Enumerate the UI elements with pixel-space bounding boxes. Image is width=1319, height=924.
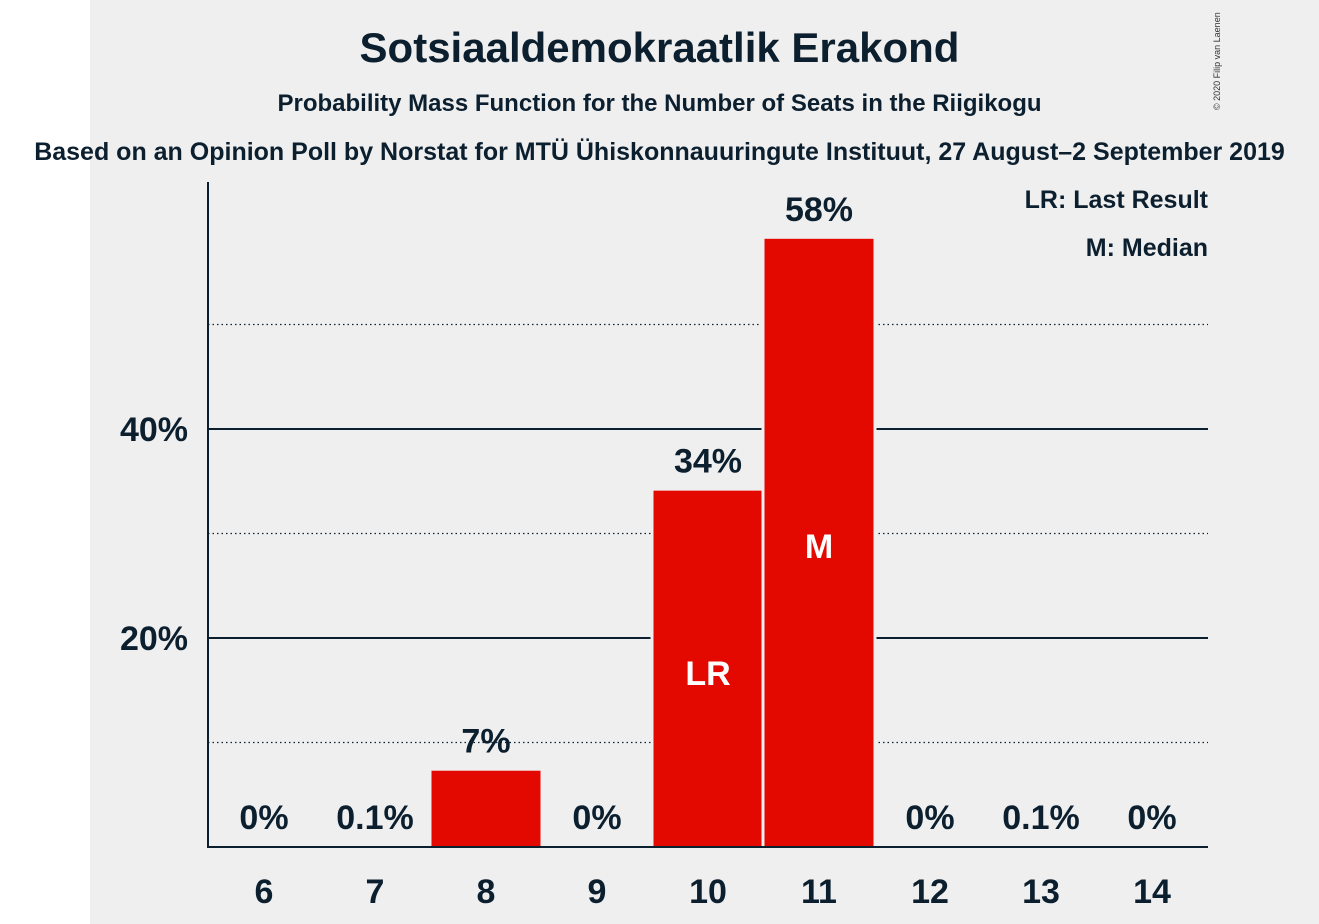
chart-title: Sotsiaaldemokraatlik Erakond bbox=[359, 24, 960, 71]
x-tick-label: 10 bbox=[689, 873, 727, 911]
y-tick-label: 20% bbox=[120, 620, 188, 658]
bar bbox=[431, 770, 541, 847]
bar-value-label: 58% bbox=[785, 191, 853, 229]
bar-value-label: 0.1% bbox=[336, 799, 414, 837]
bar-value-label: 7% bbox=[461, 723, 510, 761]
x-tick-label: 6 bbox=[255, 873, 274, 911]
bar-value-label: 0% bbox=[1127, 799, 1176, 837]
bar-value-label: 0% bbox=[905, 799, 954, 837]
chart-source: Based on an Opinion Poll by Norstat for … bbox=[34, 138, 1285, 166]
x-tick-label: 14 bbox=[1133, 873, 1171, 911]
bar bbox=[653, 490, 763, 847]
x-tick-label: 12 bbox=[911, 873, 949, 911]
bar-value-label: 0% bbox=[239, 799, 288, 837]
chart-subtitle: Probability Mass Function for the Number… bbox=[277, 90, 1042, 117]
bar bbox=[764, 238, 874, 847]
median-marker: M bbox=[805, 528, 833, 566]
legend-median: M: Median bbox=[1085, 234, 1208, 262]
legend-last-result: LR: Last Result bbox=[1024, 186, 1208, 214]
x-tick-label: 9 bbox=[588, 873, 607, 911]
last-result-marker: LR bbox=[685, 655, 730, 693]
bar-value-label: 0% bbox=[572, 799, 621, 837]
bar-value-label: 0.1% bbox=[1002, 799, 1080, 837]
x-tick-label: 11 bbox=[801, 873, 837, 911]
x-tick-label: 8 bbox=[477, 873, 496, 911]
x-tick-label: 13 bbox=[1022, 873, 1060, 911]
bar-value-label: 34% bbox=[674, 443, 742, 481]
y-tick-label: 40% bbox=[120, 411, 188, 449]
x-tick-label: 7 bbox=[366, 873, 385, 911]
